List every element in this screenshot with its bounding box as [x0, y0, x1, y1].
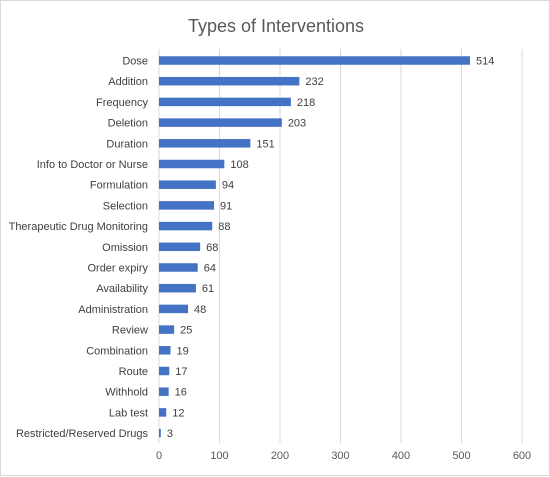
- gridlines: [158, 49, 523, 443]
- bar: [159, 56, 470, 65]
- category-label: Therapeutic Drug Monitoring: [9, 221, 148, 233]
- value-label: 514: [476, 56, 494, 68]
- value-label: 17: [175, 366, 187, 378]
- bar: [159, 283, 196, 293]
- bar: [159, 325, 175, 334]
- x-tick-label: 600: [513, 450, 531, 462]
- bar: [159, 180, 216, 189]
- x-tick-label: 0: [156, 450, 162, 462]
- value-label: 48: [194, 304, 206, 316]
- bars: [159, 56, 470, 438]
- bar: [159, 428, 161, 438]
- value-label: 64: [204, 263, 216, 275]
- value-label: 108: [230, 159, 248, 171]
- bar: [159, 159, 225, 169]
- bar: [159, 221, 213, 231]
- value-label: 232: [305, 76, 323, 88]
- value-label: 16: [175, 387, 187, 399]
- category-label: Order expiry: [87, 263, 148, 275]
- category-label: Duration: [106, 138, 148, 150]
- category-label: Withhold: [105, 387, 148, 399]
- bar: [159, 346, 171, 355]
- category-label: Dose: [122, 56, 148, 68]
- category-label: Deletion: [108, 118, 148, 130]
- value-label: 88: [218, 221, 230, 233]
- bar: [159, 366, 170, 376]
- x-tick-label: 500: [452, 450, 470, 462]
- x-tick-label: 100: [210, 450, 228, 462]
- category-label: Route: [119, 366, 148, 378]
- value-label: 218: [297, 97, 315, 109]
- bar: [159, 408, 167, 417]
- chart-title: Types of Interventions: [188, 16, 364, 36]
- value-label: 203: [288, 118, 306, 130]
- x-tick-label: 400: [392, 450, 410, 462]
- x-tick-label: 300: [331, 450, 349, 462]
- bar: [159, 139, 251, 148]
- bar: [159, 242, 201, 252]
- category-label: Formulation: [90, 180, 148, 192]
- category-label: Availability: [96, 283, 148, 295]
- bar: [159, 201, 215, 210]
- category-label: Review: [112, 325, 148, 337]
- category-label: Administration: [78, 304, 148, 316]
- bar: [159, 387, 169, 396]
- value-label: 12: [172, 407, 184, 419]
- value-label: 3: [167, 428, 173, 440]
- category-label: Combination: [86, 345, 148, 357]
- bar: [159, 118, 282, 127]
- category-label: Omission: [102, 242, 148, 254]
- category-label: Selection: [103, 200, 148, 212]
- category-label: Info to Doctor or Nurse: [37, 159, 148, 171]
- value-label: 94: [222, 180, 234, 192]
- value-label: 61: [202, 283, 214, 295]
- category-labels: Dose Addition Frequency Deletion Duration Inf…: [9, 56, 149, 441]
- category-label: Lab test: [109, 407, 148, 419]
- x-axis-ticks: 0 100 200 300 400 500 600: [156, 450, 531, 462]
- value-label: 19: [176, 345, 188, 357]
- category-label: Addition: [108, 76, 148, 88]
- bar: [159, 76, 300, 86]
- bar: [159, 97, 291, 107]
- bar: [159, 304, 189, 314]
- value-label: 25: [180, 325, 192, 337]
- value-label: 68: [206, 242, 218, 254]
- value-label: 151: [256, 138, 274, 150]
- x-tick-label: 200: [271, 450, 289, 462]
- category-label: Restricted/Reserved Drugs: [16, 428, 149, 440]
- value-label: 91: [220, 200, 232, 212]
- category-label: Frequency: [96, 97, 148, 109]
- bar: [159, 263, 198, 272]
